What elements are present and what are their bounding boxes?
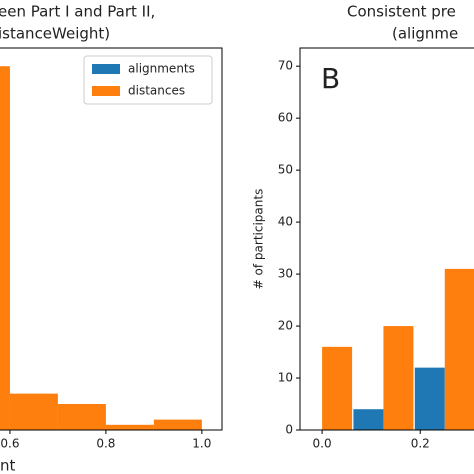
bar xyxy=(353,409,384,430)
x-tick-label: 0.8 xyxy=(96,437,115,451)
bar xyxy=(322,346,353,430)
bar xyxy=(9,393,58,430)
y-tick-label: 50 xyxy=(278,163,293,177)
bar xyxy=(105,424,154,430)
y-tick-label: 0 xyxy=(285,423,293,437)
y-tick-label: 40 xyxy=(278,215,293,229)
axes-frame xyxy=(299,47,474,431)
axes-frame xyxy=(0,47,223,431)
bar xyxy=(383,326,414,430)
legend: alignments distances xyxy=(83,55,213,105)
y-tick-label: 10 xyxy=(278,371,293,385)
chart-title: een Part I and Part II, xyxy=(0,3,155,21)
bar xyxy=(414,367,445,430)
plot-area xyxy=(322,268,474,430)
plot-area xyxy=(0,66,202,430)
bar xyxy=(153,419,202,430)
panel-label: B xyxy=(321,62,340,95)
x-axis-label: nt xyxy=(0,457,16,474)
chart-title: istanceWeight) xyxy=(0,25,110,43)
y-tick-label: 30 xyxy=(278,267,293,281)
y-tick-label: 70 xyxy=(278,59,293,73)
x-tick-label: 0.6 xyxy=(0,437,19,451)
y-tick-label: 60 xyxy=(278,111,293,125)
bar xyxy=(444,268,474,430)
legend-swatch xyxy=(92,86,120,96)
x-tick-label: 0.2 xyxy=(411,437,430,451)
chart-title: Consistent pre xyxy=(347,3,456,21)
bar xyxy=(57,404,106,430)
chart-title: (alignme xyxy=(392,25,458,43)
legend-label: distances xyxy=(128,84,185,98)
legend-swatch xyxy=(92,64,120,74)
y-axis-label: # of participants xyxy=(252,189,266,290)
legend-label: alignments xyxy=(128,62,195,76)
x-tick-label: 1.0 xyxy=(192,437,211,451)
y-tick-label: 20 xyxy=(278,319,293,333)
x-tick-label: 0.0 xyxy=(313,437,332,451)
bar xyxy=(0,66,10,430)
